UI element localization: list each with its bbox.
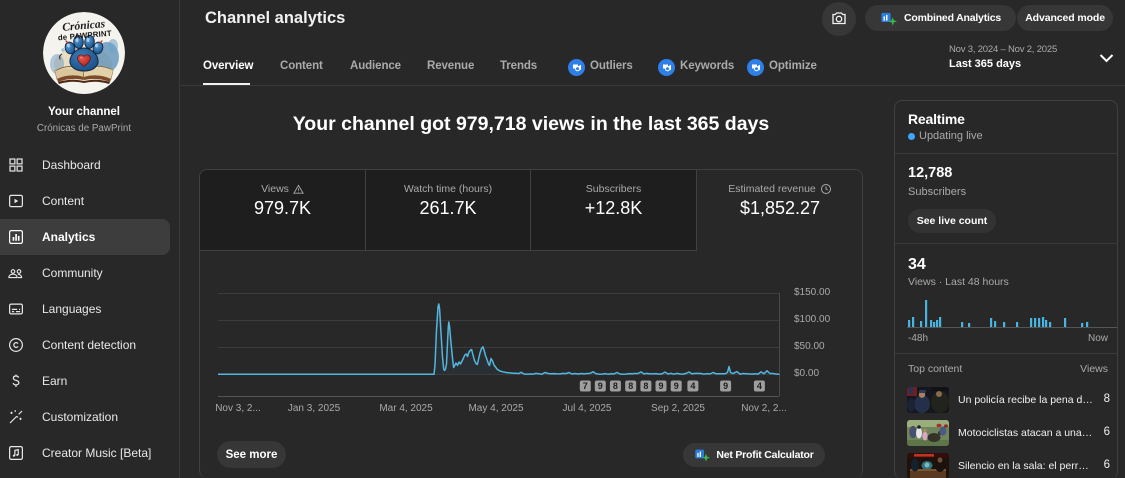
svg-text:9: 9 <box>674 381 679 391</box>
svg-text:Crónicas: Crónicas <box>62 18 106 34</box>
svg-text:4: 4 <box>757 381 762 391</box>
svg-text:8: 8 <box>628 381 633 391</box>
svg-text:8: 8 <box>613 381 618 391</box>
svg-text:4: 4 <box>690 381 695 391</box>
svg-text:9: 9 <box>723 381 728 391</box>
svg-text:8: 8 <box>643 381 648 391</box>
svg-text:9: 9 <box>598 381 603 391</box>
svg-text:7: 7 <box>583 381 588 391</box>
svg-text:9: 9 <box>658 381 663 391</box>
